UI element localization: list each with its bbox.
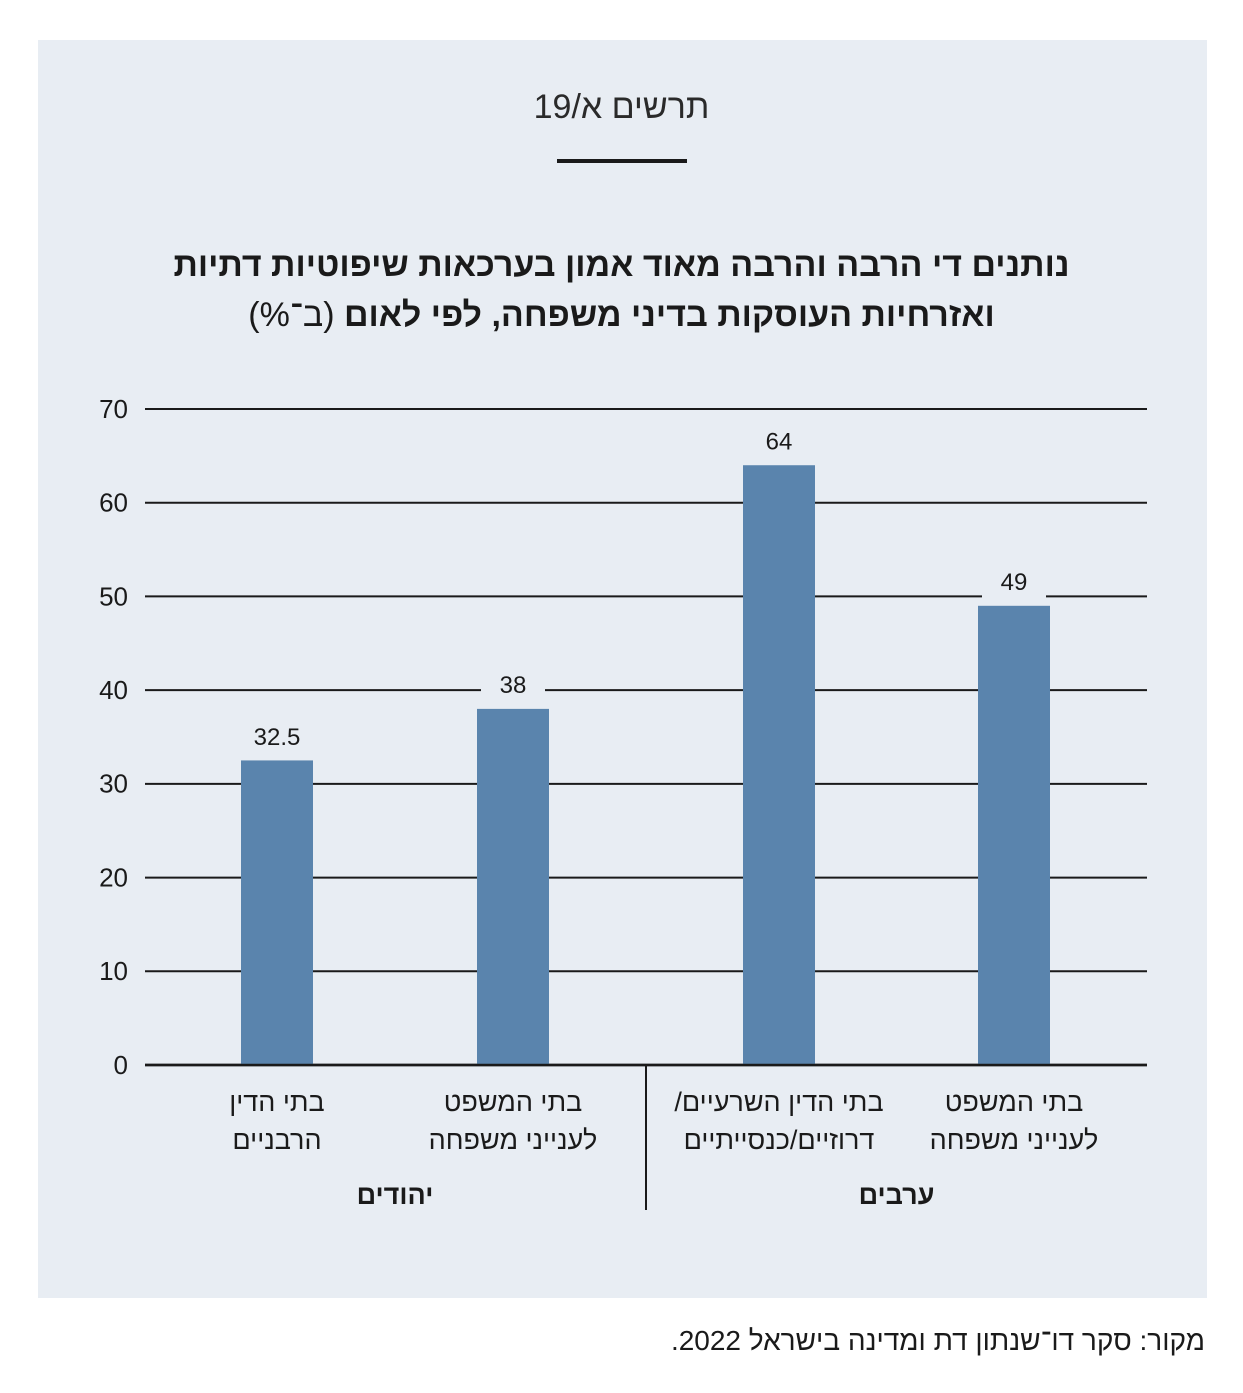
title-divider xyxy=(557,159,687,163)
x-category-label: לענייני משפחה xyxy=(930,1125,1099,1155)
x-category-label: בתי המשפט xyxy=(444,1087,583,1117)
x-category-label: בתי הדין השרעיים/ xyxy=(674,1087,883,1117)
y-tick-label: 70 xyxy=(99,394,128,424)
bar xyxy=(241,760,313,1065)
y-tick-label: 60 xyxy=(99,488,128,518)
y-tick-label: 0 xyxy=(114,1050,128,1080)
chart-title-unit: (ב־%) xyxy=(248,296,335,334)
y-tick-label: 10 xyxy=(99,956,128,986)
value-label-background xyxy=(747,426,811,461)
y-tick-label: 30 xyxy=(99,769,128,799)
group-label: ערבים xyxy=(859,1180,935,1210)
x-category-label: בתי המשפט xyxy=(945,1087,1084,1117)
x-category-label: דרוזיים/כנסייתיים xyxy=(684,1125,875,1155)
chart-title-line-2-text: ואזרחיות העוסקות בדיני משפחה, לפי לאום xyxy=(343,296,995,334)
x-category-label: הרבניים xyxy=(232,1125,321,1155)
value-label: 38 xyxy=(500,672,527,699)
value-label: 49 xyxy=(1001,569,1028,596)
chart-title-line-2: ואזרחיות העוסקות בדיני משפחה, לפי לאום (… xyxy=(100,290,1143,340)
source-note: מקור: סקר דו־שנתון דת ומדינה בישראל 2022… xyxy=(670,1325,1205,1356)
bar xyxy=(743,465,815,1065)
chart-title: נותנים די הרבה והרבה מאוד אמון בערכאות ש… xyxy=(100,240,1143,340)
group-label: יהודים xyxy=(357,1180,434,1210)
y-tick-label: 50 xyxy=(99,581,128,611)
bar xyxy=(978,605,1050,1065)
value-label-background xyxy=(245,721,309,756)
y-tick-label: 20 xyxy=(99,862,128,892)
chart-title-line-1: נותנים די הרבה והרבה מאוד אמון בערכאות ש… xyxy=(173,246,1070,284)
figure-label: תרשים א/19 xyxy=(533,88,710,126)
x-category-label: בתי הדין xyxy=(229,1087,324,1117)
value-label-background xyxy=(982,566,1046,601)
bar xyxy=(477,708,549,1065)
value-label: 64 xyxy=(766,429,793,456)
value-label-background xyxy=(481,669,545,704)
y-tick-label: 40 xyxy=(99,675,128,705)
x-category-label: לענייני משפחה xyxy=(429,1125,598,1155)
value-label: 32.5 xyxy=(254,724,301,751)
